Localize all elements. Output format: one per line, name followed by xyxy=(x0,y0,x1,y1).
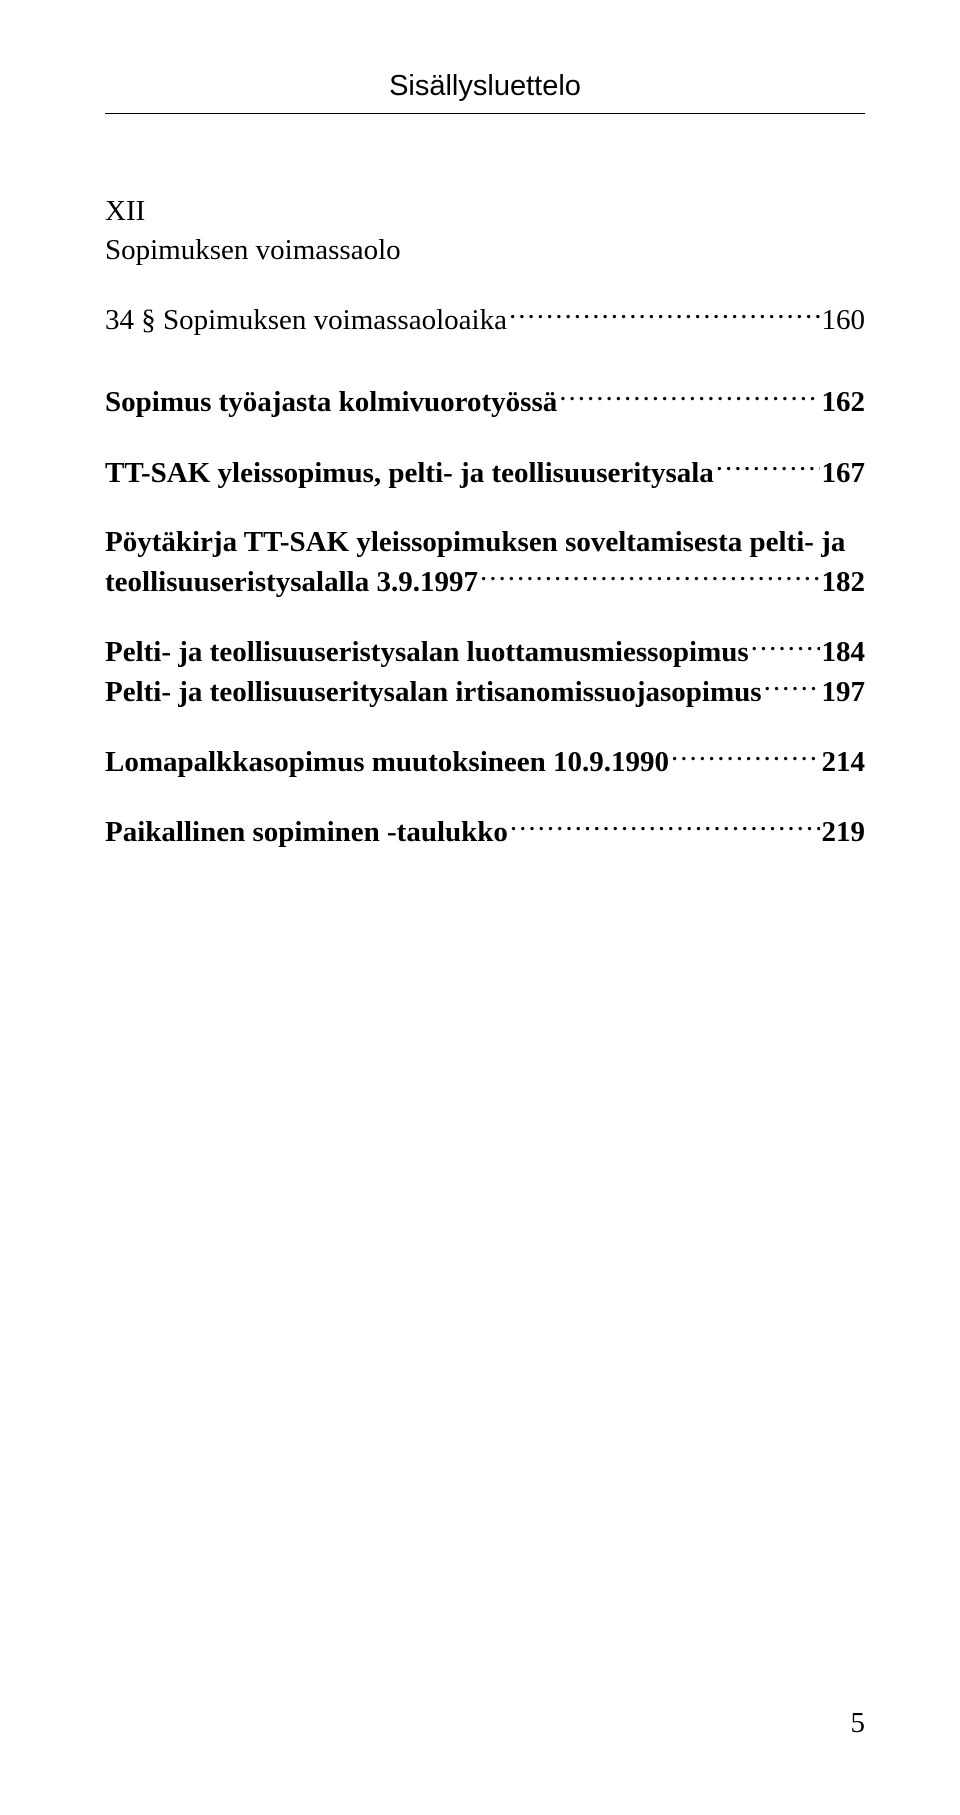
chapter-number: XII xyxy=(105,192,865,231)
header-rule xyxy=(105,113,865,114)
toc-leader xyxy=(559,382,819,411)
toc-entry: Pelti- ja teollisuuseristysalan luottamu… xyxy=(105,632,865,672)
toc-entry: Pelti- ja teollisuuseritysalan irtisanom… xyxy=(105,672,865,712)
toc-entry: Paikallinen sopiminen -taulukko 219 xyxy=(105,812,865,852)
toc-leader xyxy=(509,300,820,329)
toc-leader xyxy=(751,632,820,661)
toc-label: Sopimus työajasta kolmivuorotyössä xyxy=(105,383,557,422)
toc-page: 184 xyxy=(822,633,866,672)
toc-page: 214 xyxy=(822,743,866,782)
running-header: Sisällysluettelo xyxy=(105,70,865,113)
toc-label-line2: teollisuuseristysalalla 3.9.1997 xyxy=(105,563,478,602)
toc-label: 34 § Sopimuksen voimassaoloaika xyxy=(105,301,507,340)
toc-leader xyxy=(671,742,819,771)
toc-entry: Pöytäkirja TT-SAK yleissopimuksen sovelt… xyxy=(105,523,865,602)
toc-entry: Sopimus työajasta kolmivuorotyössä 162 xyxy=(105,382,865,422)
toc-entry: TT-SAK yleissopimus, pelti- ja teollisuu… xyxy=(105,453,865,493)
toc-label: Pelti- ja teollisuuseritysalan irtisanom… xyxy=(105,673,762,712)
toc-leader xyxy=(716,453,820,482)
toc-page: 197 xyxy=(822,673,866,712)
toc-page: 162 xyxy=(822,383,866,422)
document-page: Sisällysluettelo XII Sopimuksen voimassa… xyxy=(0,0,960,853)
page-number: 5 xyxy=(851,1707,866,1740)
toc-label: Lomapalkkasopimus muutoksineen 10.9.1990 xyxy=(105,743,669,782)
toc-leader xyxy=(764,672,820,701)
toc-label: Paikallinen sopiminen -taulukko xyxy=(105,813,508,852)
toc-leader xyxy=(510,812,820,841)
toc-label: TT-SAK yleissopimus, pelti- ja teollisuu… xyxy=(105,454,714,493)
toc-label-line1: Pöytäkirja TT-SAK yleissopimuksen sovelt… xyxy=(105,523,865,562)
chapter-title: Sopimuksen voimassaolo xyxy=(105,231,865,270)
toc-leader xyxy=(480,562,820,591)
toc-label: Pelti- ja teollisuuseristysalan luottamu… xyxy=(105,633,749,672)
toc-page: 167 xyxy=(822,454,866,493)
toc-entry: Lomapalkkasopimus muutoksineen 10.9.1990… xyxy=(105,742,865,782)
toc-page: 219 xyxy=(822,813,866,852)
toc-entry: 34 § Sopimuksen voimassaoloaika 160 xyxy=(105,300,865,340)
toc-page: 182 xyxy=(822,563,866,602)
toc-page: 160 xyxy=(822,301,866,340)
